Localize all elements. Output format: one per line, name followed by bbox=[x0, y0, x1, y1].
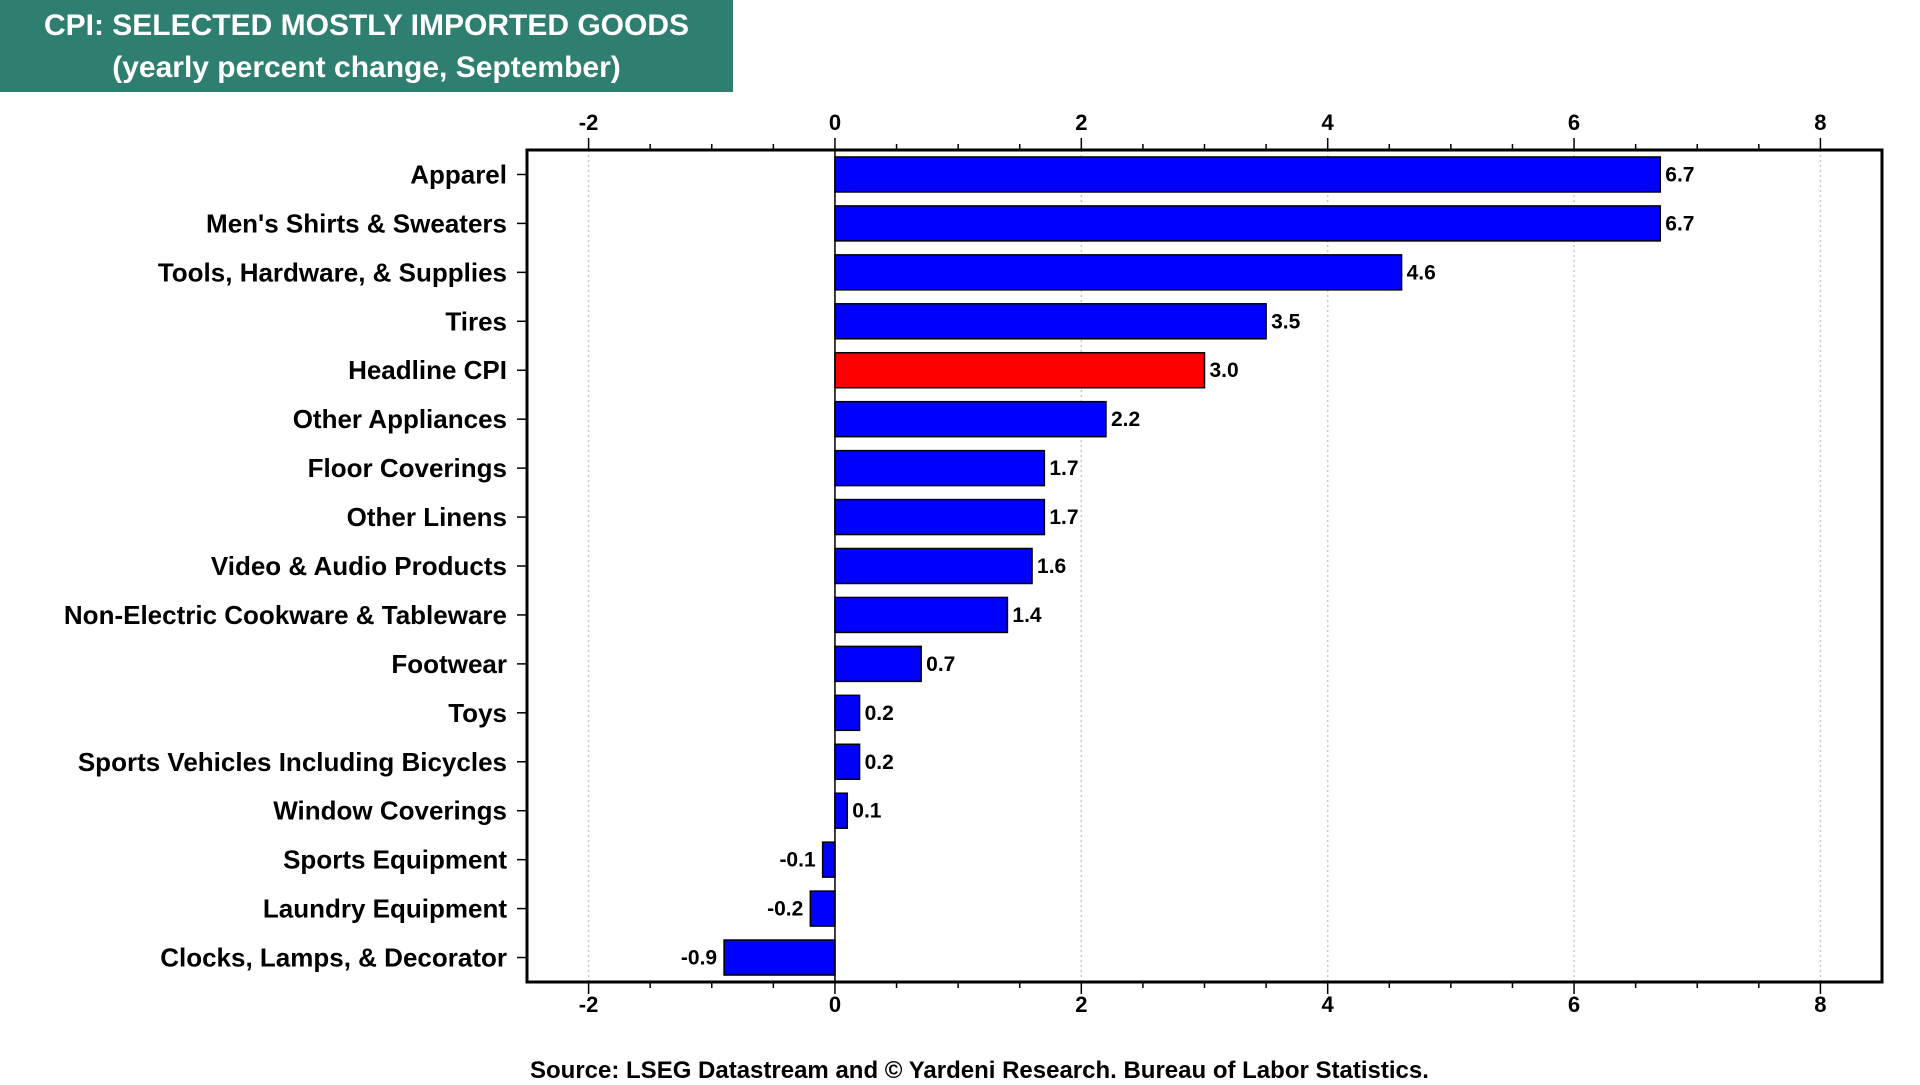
category-label-15: Laundry Equipment bbox=[263, 894, 507, 924]
category-label-8: Video & Audio Products bbox=[211, 551, 507, 581]
bar-5 bbox=[834, 400, 1107, 438]
top-tick-label-2: 2 bbox=[1075, 110, 1087, 135]
chart-title-box: CPI: SELECTED MOSTLY IMPORTED GOODS (yea… bbox=[0, 0, 733, 92]
bar-12 bbox=[834, 743, 861, 781]
top-tick-label-3: 4 bbox=[1322, 110, 1335, 135]
category-label-0: Apparel bbox=[410, 159, 507, 189]
value-label-3: 3.5 bbox=[1271, 310, 1301, 333]
bar-10 bbox=[834, 645, 922, 683]
bottom-tick-label-2: 2 bbox=[1075, 992, 1087, 1017]
bar-13 bbox=[834, 792, 849, 829]
bottom-tick-label-0: -2 bbox=[579, 992, 599, 1017]
category-label-9: Non-Electric Cookware & Tableware bbox=[64, 600, 507, 630]
bar-8 bbox=[834, 547, 1033, 585]
value-label-12: 0.2 bbox=[865, 751, 894, 774]
value-label-10: 0.7 bbox=[926, 653, 955, 676]
bar-2 bbox=[834, 254, 1403, 291]
plot-frame bbox=[525, 148, 1884, 984]
bottom-tick-label-4: 6 bbox=[1568, 992, 1580, 1017]
value-label-2: 4.6 bbox=[1407, 261, 1436, 284]
value-label-6: 1.7 bbox=[1049, 457, 1078, 480]
top-tick-label-4: 6 bbox=[1568, 110, 1580, 135]
bar-0 bbox=[834, 156, 1662, 193]
bar-16 bbox=[723, 939, 836, 976]
bar-4 bbox=[834, 351, 1206, 389]
category-label-2: Tools, Hardware, & Supplies bbox=[158, 257, 507, 287]
category-label-12: Sports Vehicles Including Bicycles bbox=[78, 747, 507, 777]
chart-subtitle: (yearly percent change, September) bbox=[112, 51, 621, 84]
value-label-0: 6.7 bbox=[1665, 163, 1694, 186]
bottom-tick-label-1: 0 bbox=[829, 992, 841, 1017]
category-label-11: Toys bbox=[448, 698, 507, 728]
bar-3 bbox=[834, 303, 1267, 340]
bar-15 bbox=[809, 890, 836, 927]
bar-7 bbox=[834, 498, 1046, 536]
top-tick-label-1: 0 bbox=[829, 110, 841, 135]
top-tick-label-5: 8 bbox=[1814, 110, 1826, 135]
value-label-7: 1.7 bbox=[1049, 506, 1078, 529]
value-label-14: -0.1 bbox=[779, 849, 816, 872]
bottom-tick-label-5: 8 bbox=[1814, 992, 1826, 1017]
value-label-5: 2.2 bbox=[1111, 408, 1140, 431]
top-tick-label-0: -2 bbox=[579, 110, 599, 135]
bar-14 bbox=[821, 841, 836, 878]
bar-1 bbox=[834, 205, 1662, 242]
bar-9 bbox=[834, 596, 1009, 634]
value-label-15: -0.2 bbox=[767, 898, 803, 921]
value-label-1: 6.7 bbox=[1665, 212, 1694, 235]
source-note: Source: LSEG Datastream and © Yardeni Re… bbox=[530, 1057, 1429, 1084]
category-label-13: Window Coverings bbox=[273, 796, 507, 826]
category-label-3: Tires bbox=[445, 306, 507, 336]
value-label-16: -0.9 bbox=[681, 947, 717, 970]
category-label-14: Sports Equipment bbox=[283, 845, 507, 875]
bar-11 bbox=[834, 694, 861, 732]
value-label-8: 1.6 bbox=[1037, 555, 1066, 578]
category-label-10: Footwear bbox=[391, 649, 507, 679]
category-label-1: Men's Shirts & Sweaters bbox=[206, 208, 507, 238]
category-label-6: Floor Coverings bbox=[308, 453, 507, 483]
value-label-11: 0.2 bbox=[865, 702, 894, 725]
bottom-tick-label-3: 4 bbox=[1322, 992, 1335, 1017]
category-label-7: Other Linens bbox=[347, 502, 507, 532]
category-label-16: Clocks, Lamps, & Decorator bbox=[160, 943, 507, 973]
chart-title: CPI: SELECTED MOSTLY IMPORTED GOODS bbox=[43, 9, 690, 42]
value-label-13: 0.1 bbox=[852, 800, 882, 823]
category-label-5: Other Appliances bbox=[293, 404, 507, 434]
category-label-4: Headline CPI bbox=[348, 355, 507, 385]
bar-6 bbox=[834, 449, 1046, 487]
value-label-9: 1.4 bbox=[1012, 604, 1042, 627]
value-label-4: 3.0 bbox=[1210, 359, 1239, 382]
